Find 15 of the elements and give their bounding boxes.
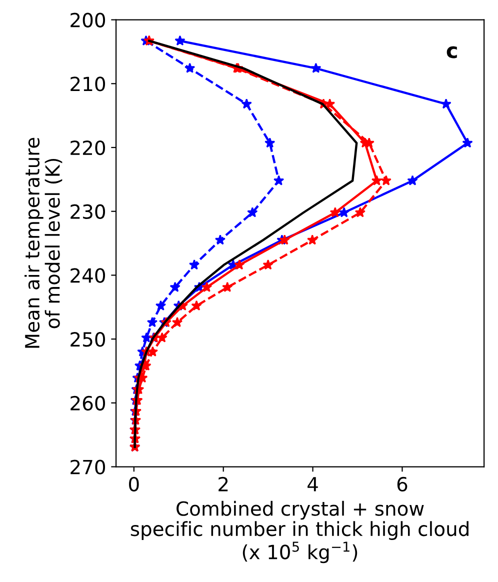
- x-tick-label: 6: [397, 476, 408, 492]
- y-axis-title: Mean air temperature of model level (K): [24, 138, 62, 348]
- x-tick-label: 4: [308, 477, 318, 492]
- y-tick-label: 260: [70, 396, 106, 411]
- x-tick-label: 0: [129, 476, 139, 492]
- x-axis-title: Combined crystal + snow specific number in thick high cloud (x 10$^{5}$ kg$^{−1}$): [130, 500, 468, 564]
- y-tick-label: 250: [70, 332, 106, 347]
- y-tick-label: 200: [70, 12, 106, 28]
- y-tick-label: 210: [70, 76, 106, 92]
- y-tick-label: 270: [70, 460, 106, 474]
- y-tick-label: 230: [70, 204, 106, 220]
- annotation: c: [446, 46, 457, 58]
- x-tick-label: 2: [218, 476, 228, 492]
- y-tick-label: 240: [70, 268, 106, 283]
- y-tick-label: 220: [70, 140, 106, 156]
